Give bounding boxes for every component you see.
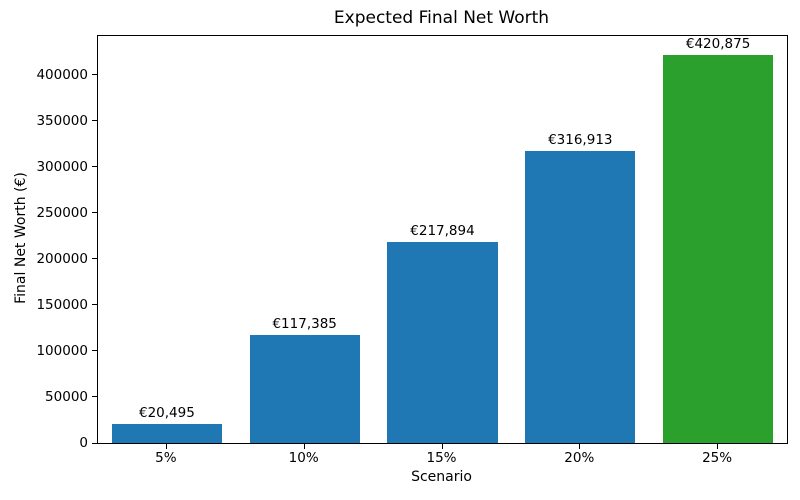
y-tick-mark [92,74,97,76]
bar-value-label: €420,875 [685,36,751,53]
x-tick-mark [717,444,719,449]
y-tick-mark [92,442,97,444]
x-tick-label: 25% [702,450,733,466]
y-tick-mark [92,258,97,260]
bar-value-label: €117,385 [272,315,337,332]
y-tick-mark [92,166,97,168]
bar-5% [111,424,222,443]
bar-15% [387,242,498,443]
x-tick-label: 20% [564,450,595,466]
x-tick-mark [441,444,443,449]
y-tick-mark [92,120,97,122]
x-tick-label: 10% [288,450,319,466]
y-tick-label: 100000 [36,342,88,359]
y-tick-mark [92,304,97,306]
bar-value-label: €20,495 [138,405,195,422]
y-tick-label: 50000 [45,388,88,405]
x-tick-label: 15% [426,450,457,466]
x-axis-label: Scenario [411,469,472,485]
x-tick-mark [579,444,581,449]
plot-area: €20,495 €117,385 €217,894 €316,913 €420,875 [97,35,788,444]
y-tick-label: 300000 [36,158,88,175]
x-tick-mark [165,444,167,449]
bar-value-label: €316,913 [548,132,613,149]
y-tick-mark [92,396,97,398]
y-tick-label: 150000 [36,296,88,313]
bar-10% [249,334,360,443]
y-tick-label: 200000 [36,250,88,267]
x-tick-mark [303,444,305,449]
y-axis-label: Final Net Worth (€) [13,172,29,304]
bar-value-label: €217,894 [410,223,475,240]
y-tick-label: 0 [79,435,88,451]
y-tick-label: 350000 [36,112,88,129]
y-tick-mark [92,350,97,352]
bar-20% [525,151,636,443]
chart-title: Expected Final Net Worth [333,8,550,28]
bar-25% [662,55,774,443]
y-tick-mark [92,212,97,214]
x-tick-label: 5% [155,450,177,466]
y-tick-label: 400000 [36,66,88,83]
y-tick-label: 250000 [36,204,88,221]
